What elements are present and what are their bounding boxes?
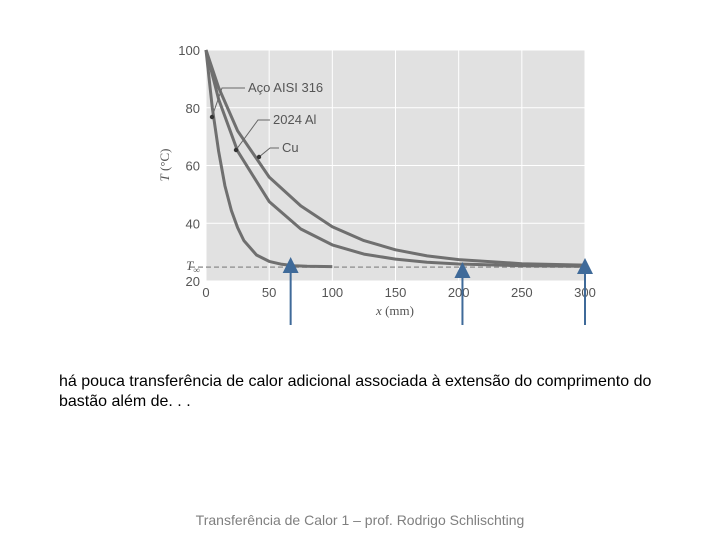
x-tick-label: 250 <box>511 285 533 300</box>
x-tick-label: 0 <box>202 285 209 300</box>
series-label: 2024 Al <box>273 112 316 127</box>
series-marker-dot <box>209 114 215 120</box>
caption-text: há pouca transferência de calor adiciona… <box>59 373 652 410</box>
series-marker-dot <box>256 154 262 160</box>
series-marker-dot <box>233 147 239 153</box>
series-curve-2 <box>204 49 586 267</box>
x-tick-label: 150 <box>385 285 407 300</box>
t-inf-label: T∞ <box>186 258 200 275</box>
y-tick-label: 40 <box>186 216 200 231</box>
y-axis-label: T (°C) <box>157 148 172 181</box>
x-tick-label: 50 <box>262 285 276 300</box>
x-axis-label: x (mm) <box>375 303 414 318</box>
series-leader-line <box>235 119 270 151</box>
y-tick-label: 60 <box>186 159 200 174</box>
series-leader-line <box>211 87 245 118</box>
footer-text: Transferência de Calor 1 – prof. Rodrigo… <box>195 512 525 528</box>
series-leader-line <box>258 147 279 158</box>
y-tick-label: 20 <box>186 274 200 289</box>
x-tick-label: 200 <box>448 285 470 300</box>
series-label: Cu <box>282 140 299 155</box>
x-tick-label: 100 <box>321 285 343 300</box>
y-tick-label: 80 <box>186 101 200 116</box>
y-tick-label: 100 <box>178 43 200 58</box>
series-label: Aço AISI 316 <box>248 80 323 95</box>
